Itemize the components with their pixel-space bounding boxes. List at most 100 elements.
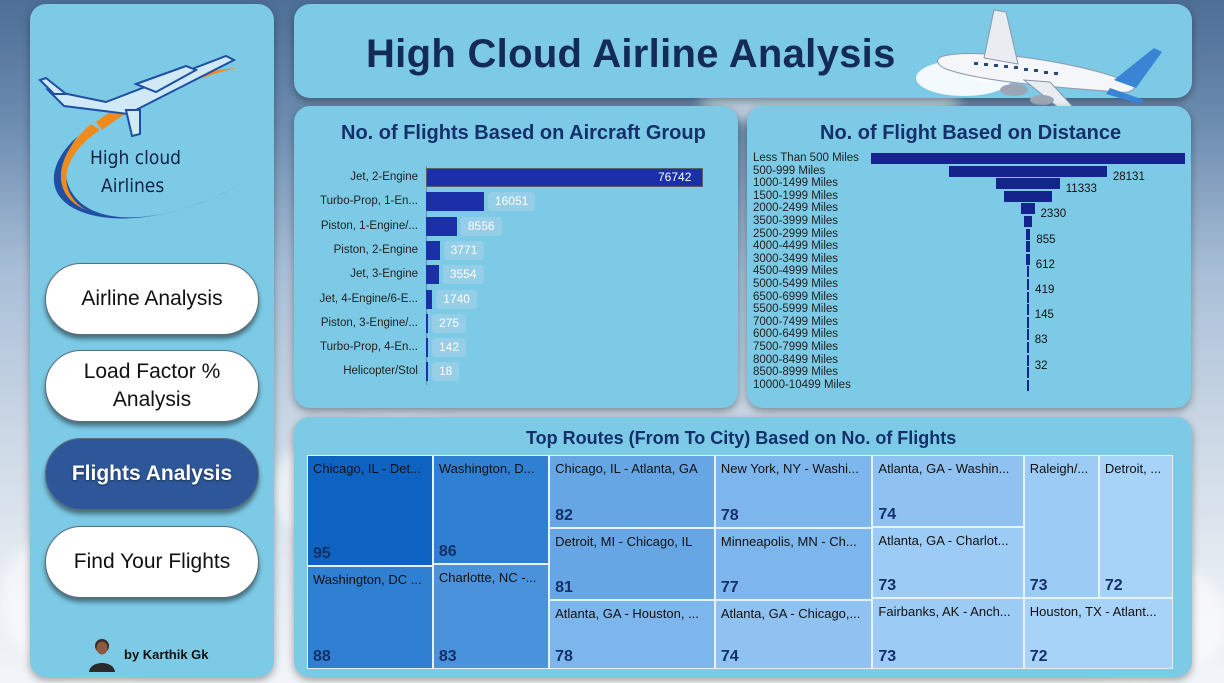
funnel-bar[interactable] — [1026, 266, 1030, 278]
distance-category-label: 8500-8999 Miles — [753, 366, 839, 379]
funnel-value-label: 2330 — [1040, 208, 1067, 221]
distance-category-label: 2000-2499 Miles — [753, 202, 839, 215]
route-tile[interactable]: New York, NY - Washi... 78 — [714, 455, 873, 528]
funnel-bar[interactable] — [1027, 342, 1029, 353]
bar[interactable] — [426, 168, 703, 187]
route-tile[interactable]: Detroit, MI - Chicago, IL 81 — [549, 527, 715, 600]
distance-category-label: 6000-6499 Miles — [753, 328, 839, 341]
bar-category-label: Jet, 4-Engine/6-E... — [319, 292, 418, 305]
funnel-value-label: 32 — [1034, 359, 1048, 372]
route-tile[interactable]: Raleigh/... 73 — [1023, 455, 1099, 598]
distance-category-label: 6500-6999 Miles — [753, 290, 839, 303]
route-label: Chicago, IL - Atlanta, GA — [555, 461, 698, 476]
route-value: 82 — [555, 506, 573, 524]
funnel-value-label: 145 — [1034, 309, 1054, 322]
airplane-illustration-icon — [916, 9, 1162, 113]
distance-category-label: 5000-5499 Miles — [753, 278, 839, 290]
route-value: 78 — [555, 647, 573, 665]
avatar — [89, 639, 115, 672]
sidebar: High cloud Airlines Airline Analysis Loa… — [30, 4, 274, 677]
distance-category-label: 500-999 Miles — [753, 164, 826, 177]
route-tile[interactable]: Fairbanks, AK - Anch... 73 — [872, 597, 1024, 669]
page-title: High Cloud Airline Analysis — [366, 32, 896, 76]
route-value: 73 — [1029, 576, 1048, 594]
funnel-bar[interactable] — [1027, 291, 1029, 303]
route-tile[interactable]: Atlanta, GA - Charlot... 73 — [872, 526, 1024, 598]
bar[interactable] — [426, 192, 484, 212]
funnel-bar[interactable] — [1027, 354, 1029, 366]
funnel-bar[interactable] — [1026, 279, 1030, 290]
aircraft-group-chart-panel: No. of Flights Based on Aircraft Group J… — [294, 106, 738, 408]
funnel-bar[interactable] — [949, 165, 1107, 177]
nav-find-your-flights-button[interactable]: Find Your Flights — [45, 526, 259, 598]
route-tile[interactable]: Atlanta, GA - Chicago,... 74 — [714, 599, 873, 669]
bar-value-label: 1740 — [436, 289, 477, 309]
funnel-bar[interactable] — [1027, 316, 1029, 328]
route-tile[interactable]: Charlotte, NC -... 83 — [432, 563, 550, 669]
route-label: Detroit, ... — [1104, 461, 1162, 476]
route-label: Detroit, MI - Chicago, IL — [555, 533, 693, 549]
distance-category-label: 2500-2999 Miles — [753, 227, 839, 240]
bar[interactable] — [426, 338, 428, 358]
route-tile[interactable]: Washington, DC ... 88 — [307, 566, 433, 669]
funnel-bar[interactable] — [1025, 241, 1031, 253]
bar-value-label: 3771 — [443, 240, 485, 260]
bar-category-label: Turbo-Prop, 1-En... — [319, 195, 418, 208]
distance-category-label: 10000-10499 Miles — [753, 378, 851, 391]
route-label: Atlanta, GA - Chicago,... — [720, 605, 861, 621]
funnel-bar[interactable] — [1021, 203, 1035, 215]
route-value: 77 — [720, 578, 739, 596]
author-name: by Karthik Gk — [124, 646, 209, 662]
route-tile[interactable]: Chicago, IL - Det... 95 — [307, 455, 433, 567]
route-label: New York, NY - Washi... — [720, 461, 859, 476]
distance-category-label: 3500-3999 Miles — [753, 215, 839, 227]
bar[interactable] — [426, 289, 433, 309]
route-tile[interactable]: Atlanta, GA - Houston, ... 78 — [549, 599, 715, 669]
bar[interactable] — [426, 265, 439, 285]
distance-category-label: 4500-4999 Miles — [753, 265, 839, 278]
funnel-bar[interactable] — [1004, 190, 1052, 202]
bar[interactable] — [426, 362, 428, 382]
logo-text-line1: High cloud — [90, 147, 182, 169]
funnel-bar[interactable] — [1024, 216, 1032, 227]
route-tile[interactable]: Washington, D... 86 — [432, 455, 550, 564]
route-tile[interactable]: Atlanta, GA - Washin... 74 — [872, 455, 1024, 527]
airline-logo — [38, 54, 242, 219]
route-tile[interactable]: Detroit, ... 72 — [1098, 455, 1173, 598]
funnel-bar[interactable] — [1027, 329, 1029, 341]
funnel-bar[interactable] — [996, 178, 1060, 190]
bar[interactable] — [426, 240, 440, 260]
route-label: Atlanta, GA - Houston, ... — [555, 605, 699, 621]
route-tile[interactable]: Chicago, IL - Atlanta, GA 82 — [549, 455, 715, 528]
bar[interactable] — [426, 216, 457, 236]
route-value: 72 — [1029, 647, 1048, 665]
funnel-bar[interactable] — [1027, 379, 1029, 391]
distance-category-label: 1000-1499 Miles — [753, 177, 839, 190]
route-value: 74 — [720, 647, 739, 665]
funnel-value-label: 612 — [1035, 258, 1055, 271]
bar-category-label: Jet, 3-Engine — [350, 268, 418, 281]
distance-category-label: 4000-4499 Miles — [753, 240, 839, 253]
funnel-bar[interactable] — [1027, 304, 1029, 316]
bar-value-label: 18 — [432, 362, 460, 382]
funnel-bar[interactable] — [1026, 253, 1030, 265]
route-value: 73 — [878, 647, 897, 665]
bar[interactable] — [426, 313, 428, 333]
bar-value-label: 3554 — [442, 265, 484, 285]
bar-category-label: Turbo-Prop, 4-En... — [319, 341, 418, 354]
funnel-bar[interactable] — [871, 153, 1185, 164]
funnel-bar[interactable] — [1027, 367, 1029, 379]
distance-category-label: 3000-3499 Miles — [753, 252, 839, 265]
funnel-value-label: 11333 — [1065, 183, 1097, 196]
route-label: Chicago, IL - Det... — [313, 461, 421, 476]
nav-load-factor-analysis-button[interactable]: Load Factor % Analysis — [45, 350, 259, 422]
funnel-bar[interactable] — [1025, 228, 1031, 240]
route-value: 78 — [720, 506, 739, 524]
nav-flights-analysis-button[interactable]: Flights Analysis — [45, 438, 259, 510]
bar-value-label: 16051 — [487, 192, 536, 212]
route-tile[interactable]: Houston, TX - Atlant... 72 — [1023, 597, 1173, 669]
route-tile[interactable]: Minneapolis, MN - Ch... 77 — [714, 527, 873, 600]
nav-airline-analysis-button[interactable]: Airline Analysis — [45, 263, 259, 335]
bar-category-label: Piston, 3-Engine/... — [320, 316, 418, 329]
bar-category-label: Piston, 2-Engine — [333, 243, 418, 256]
